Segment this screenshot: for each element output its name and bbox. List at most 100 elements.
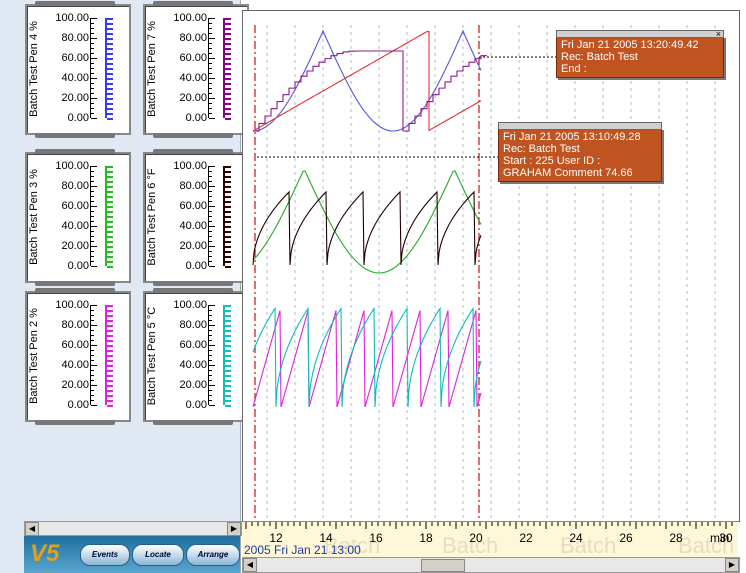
axis-unit-label: min [710, 531, 729, 545]
gauge-color-bar [105, 305, 113, 407]
arrange-button[interactable]: Arrange [186, 544, 240, 566]
left-horizontal-scrollbar[interactable]: ◀ ▶ [24, 521, 242, 536]
gauge-label: Batch Test Pen 6 °F [146, 168, 158, 266]
gauge-tick-label: 100.00 [55, 12, 89, 24]
gauge-pen-5[interactable]: Batch Test Pen 2 % 100.00 80.00 60.00 40.00 2… [25, 288, 131, 425]
gauge-scale [208, 166, 215, 267]
gauge-tick-label: 100.00 [173, 299, 207, 311]
axis-tick-label: 18 [419, 531, 433, 545]
gauge-scale [90, 18, 97, 119]
time-axis[interactable]: Batch Batch Batch Batch 12 14 16 18 20 22 24 26 28 30… [242, 521, 738, 558]
gauge-tick-label: 0.00 [185, 260, 207, 272]
gauge-tick-label: 80.00 [179, 319, 207, 331]
gauge-grid: Batch Test Pen 4 % 100.00 80.00 60.00 40.00 2… [25, 1, 249, 434]
gauge-scale [208, 305, 215, 406]
annotation-record: Rec: Batch Test [561, 51, 638, 63]
gauge-tick-label: 100.00 [55, 160, 89, 172]
time-axis-ticks: Batch Batch Batch Batch 12 14 16 18 20 22 24 26 28 30… [244, 522, 734, 558]
annotation-info: End : [561, 63, 587, 75]
annotation-info: Start : 225 User ID : [503, 155, 601, 167]
axis-watermark: Batch [560, 533, 616, 558]
gauge-tick-label: 60.00 [179, 339, 207, 351]
scroll-right-icon[interactable]: ▶ [725, 558, 739, 572]
trend-plot-area [252, 25, 716, 521]
axis-tick-label: 22 [519, 531, 533, 545]
gauge-label: Batch Test Pen 4 % [28, 21, 40, 117]
gauge-pen-1[interactable]: Batch Test Pen 4 % 100.00 80.00 60.00 40.00 2… [25, 1, 131, 138]
gauge-tick-label: 100.00 [173, 160, 207, 172]
gauge-label: Batch Test Pen 3 % [28, 169, 40, 265]
gauge-tick-label: 80.00 [61, 32, 89, 44]
series-pen7 [253, 50, 487, 132]
gauge-pen-4[interactable]: Batch Test Pen 6 °F 100.00 80.00 60.00 40.00… [143, 149, 249, 286]
gauge-pen-2[interactable]: Batch Test Pen 7 % 100.00 80.00 60.00 40.00 2… [143, 1, 249, 138]
gauge-tick-label: 40.00 [179, 72, 207, 84]
gauge-tick-label: 80.00 [179, 180, 207, 192]
gauge-tick-label: 20.00 [179, 240, 207, 252]
gauge-pen-6[interactable]: Batch Test Pen 5 °C 100.00 80.00 60.00 40.00… [143, 288, 249, 425]
gauge-label: Batch Test Pen 7 % [146, 21, 158, 117]
scroll-thumb[interactable] [421, 559, 465, 572]
gauge-tick-label: 0.00 [185, 399, 207, 411]
gauge-tick-label: 80.00 [61, 319, 89, 331]
gauge-tick-label: 40.00 [61, 359, 89, 371]
gauge-tick-label: 40.00 [179, 220, 207, 232]
axis-tick-label: 28 [669, 531, 683, 545]
axis-tick-label: 14 [319, 531, 333, 545]
axis-watermark: Batch [442, 533, 498, 558]
scroll-right-icon[interactable]: ▶ [227, 522, 241, 536]
gauge-tick-label: 0.00 [67, 399, 89, 411]
gauge-tick-label: 20.00 [61, 379, 89, 391]
annotation-start[interactable]: Fri Jan 21 2005 13:10:49.28 Rec: Batch T… [498, 122, 662, 182]
gauge-tick-label: 100.00 [55, 299, 89, 311]
series-pen3 [252, 170, 482, 274]
gauge-tick-label: 60.00 [61, 52, 89, 64]
axis-tick-label: 24 [569, 531, 583, 545]
axis-start-label: 2005 Fri Jan 21 13:00 [244, 543, 361, 557]
axis-tick-label: 26 [619, 531, 633, 545]
annotation-time: Fri Jan 21 2005 13:20:49.42 [561, 39, 699, 51]
axis-tick-label: 16 [369, 531, 383, 545]
annotation-end[interactable]: × Fri Jan 21 2005 13:20:49.42 Rec: Batch… [556, 29, 724, 78]
series-pen4 [252, 29, 482, 132]
toolbar-strip: V5 Events Locate Arrange [24, 536, 240, 573]
gauge-scale [90, 305, 97, 406]
gauge-scale [208, 18, 215, 119]
scroll-left-icon[interactable]: ◀ [25, 522, 39, 536]
gauge-color-bar [105, 18, 113, 120]
gauge-tick-label: 40.00 [61, 72, 89, 84]
axis-tick-label: 30 [719, 531, 733, 545]
gauge-tick-label: 0.00 [67, 260, 89, 272]
gauge-color-bar [223, 166, 231, 268]
gauge-color-bar [223, 305, 231, 407]
series-pen2 [252, 310, 482, 408]
axis-tick-label: 20 [469, 531, 483, 545]
gauge-label: Batch Test Pen 5 °C [146, 306, 158, 406]
gauge-tick-label: 40.00 [179, 359, 207, 371]
gauge-tick-label: 100.00 [173, 12, 207, 24]
gauge-tick-label: 20.00 [61, 92, 89, 104]
close-icon[interactable]: × [715, 29, 721, 39]
gauge-tick-label: 0.00 [185, 112, 207, 124]
gauge-tick-label: 60.00 [61, 200, 89, 212]
chart-horizontal-scrollbar[interactable]: ◀ ▶ [242, 557, 740, 573]
series-pen6 [252, 190, 482, 266]
scroll-left-icon[interactable]: ◀ [243, 558, 257, 572]
gauge-tick-label: 20.00 [179, 92, 207, 104]
gauge-tick-label: 60.00 [179, 200, 207, 212]
events-button[interactable]: Events [80, 544, 130, 566]
annotation-comment: GRAHAM Comment 74.66 [503, 167, 633, 179]
gauge-tick-label: 80.00 [179, 32, 207, 44]
axis-watermark: Batch [678, 533, 734, 558]
locate-button[interactable]: Locate [132, 544, 184, 566]
annotation-time: Fri Jan 21 2005 13:10:49.28 [503, 131, 641, 143]
trend-chart[interactable] [242, 10, 740, 522]
gauge-color-bar [223, 18, 231, 120]
app-logo: V5 [30, 540, 60, 567]
gauge-pen-3[interactable]: Batch Test Pen 3 % 100.00 80.00 60.00 40.00 2… [25, 149, 131, 286]
axis-watermark: Batch [324, 533, 380, 558]
gauge-tick-label: 0.00 [67, 112, 89, 124]
annotation-record: Rec: Batch Test [503, 143, 580, 155]
series-pen1 [252, 31, 482, 132]
gauge-tick-label: 80.00 [61, 180, 89, 192]
